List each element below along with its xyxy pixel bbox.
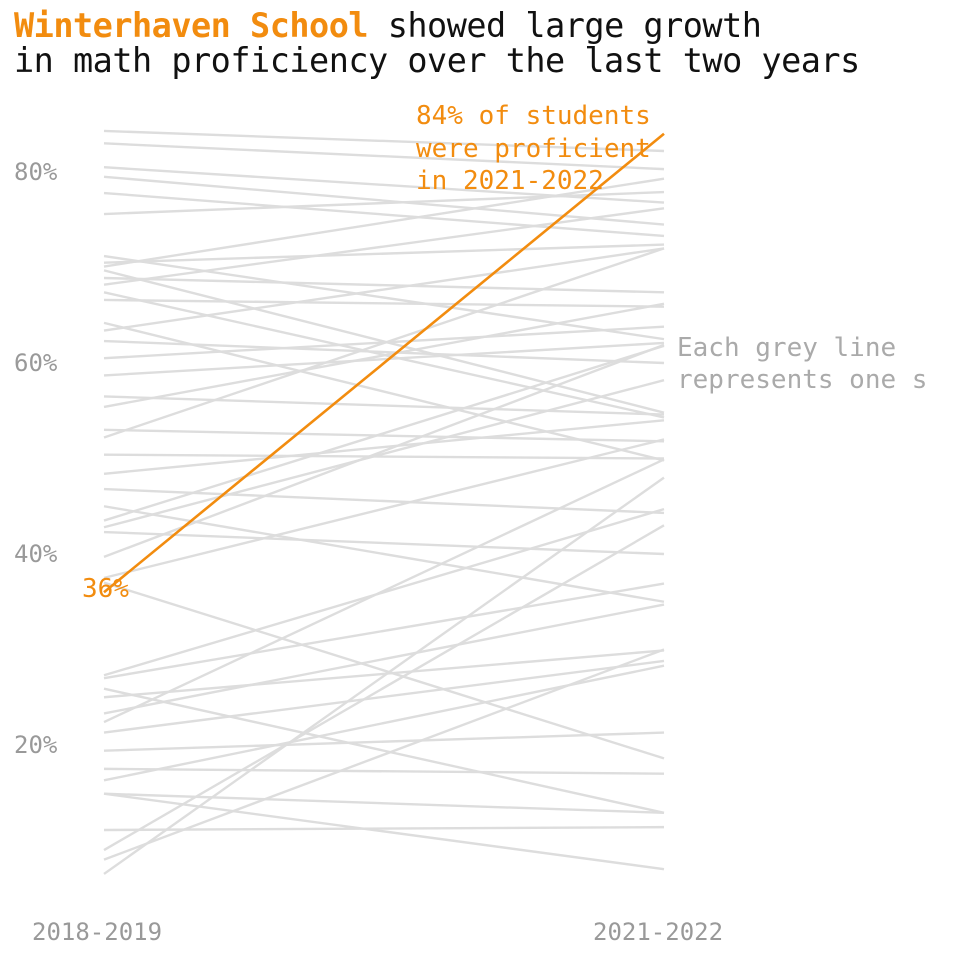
grey-note-line-2: represents one s: [677, 365, 927, 395]
school-line: [103, 243, 665, 264]
end-annotation-line-3: in 2021-2022: [416, 166, 604, 196]
title-highlight: Winterhaven School: [14, 6, 369, 45]
school-line: [103, 530, 665, 556]
school-line: [103, 379, 665, 529]
school-line: [103, 341, 665, 377]
school-line: [103, 582, 665, 680]
school-line: [103, 395, 665, 416]
school-line: [103, 247, 665, 439]
school-line: [103, 505, 665, 603]
school-line: [103, 190, 665, 216]
end-annotation-line-2: were proficient: [416, 134, 651, 164]
highlight-group: [103, 132, 665, 594]
school-line: [103, 191, 665, 238]
school-line: [103, 129, 665, 153]
school-line: [103, 247, 665, 332]
y-tick-label: 20%: [14, 731, 58, 759]
school-line: [103, 649, 665, 699]
school-line: [103, 731, 665, 752]
school-line: [103, 344, 665, 522]
school-line: [103, 453, 665, 460]
school-line: [103, 524, 665, 852]
school-line: [103, 339, 665, 365]
chart-title: Winterhaven School showed large growth i…: [14, 8, 954, 78]
school-line: [103, 302, 665, 409]
y-tick-label: 80%: [14, 158, 58, 186]
grey-line-note: Each grey line represents one s: [677, 333, 927, 395]
grey-note-line-1: Each grey line: [677, 333, 896, 363]
school-line: [103, 254, 665, 341]
school-line: [103, 175, 665, 226]
end-annotation: 84% of students were proficient in 2021-…: [416, 101, 651, 196]
school-line: [103, 687, 665, 814]
school-line: [103, 476, 665, 875]
title-line2: in math proficiency over the last two ye…: [14, 41, 860, 80]
school-line: [103, 142, 665, 171]
school-line: [103, 581, 665, 760]
school-line: [103, 767, 665, 775]
x-label-end: 2021-2022: [593, 918, 723, 946]
y-tick-label: 40%: [14, 540, 58, 568]
school-line: [103, 792, 665, 815]
school-line: [103, 603, 665, 715]
y-axis-ticks: 20% 40% 60% 80%: [14, 158, 58, 759]
school-line: [103, 659, 665, 734]
school-line: [103, 438, 665, 580]
title-rest: showed large growth: [368, 6, 762, 45]
school-line: [103, 419, 665, 475]
end-annotation-line-1: 84% of students: [416, 101, 651, 131]
school-line: [103, 343, 665, 558]
school-line: [103, 507, 665, 677]
other-schools-lines: [103, 129, 665, 875]
school-line: [103, 825, 665, 832]
school-line: [103, 487, 665, 515]
school-line: [103, 276, 665, 294]
school-line: [103, 648, 665, 861]
school-line: [103, 458, 665, 724]
start-annotation: 36%: [82, 574, 129, 604]
school-line: [103, 792, 665, 871]
school-line: [103, 207, 665, 286]
school-line: [103, 298, 665, 308]
y-tick-label: 60%: [14, 349, 58, 377]
winterhaven-line: [103, 132, 665, 594]
x-label-start: 2018-2019: [32, 918, 162, 946]
school-line: [103, 177, 665, 268]
school-line: [103, 428, 665, 443]
